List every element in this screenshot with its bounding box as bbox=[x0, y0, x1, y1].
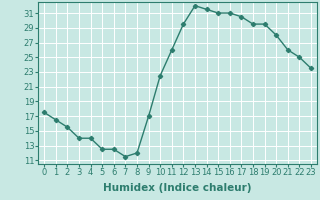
X-axis label: Humidex (Indice chaleur): Humidex (Indice chaleur) bbox=[103, 183, 252, 193]
